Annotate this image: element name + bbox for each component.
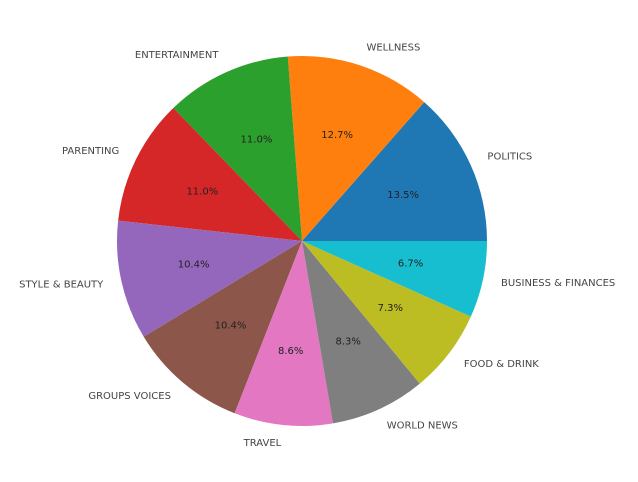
pie-slice-1 — [287, 56, 425, 241]
pie-slice-5 — [143, 241, 302, 414]
percent-label: 13.5% — [387, 190, 419, 201]
percent-label: 12.7% — [321, 130, 353, 141]
category-label: BUSINESS & FINANCES — [501, 278, 615, 289]
category-labels: POLITICS WELLNESS ENTERTAINMENT PARENTING ST… — [19, 42, 615, 448]
pie-slice-4 — [117, 220, 303, 337]
percent-labels: 13.5% 12.7% 11.0% 11.0% 10.4% 10.4% 8.6% 8.3% 7.… — [178, 130, 424, 357]
percent-label: 11.0% — [241, 134, 273, 145]
category-label: GROUPS VOICES — [88, 391, 171, 402]
pie-slice-8 — [302, 241, 471, 384]
pie-slice-2 — [173, 56, 302, 241]
pie-slice-7 — [302, 241, 420, 424]
pie-slices — [117, 56, 487, 427]
pie-slice-3 — [118, 108, 303, 241]
pie-slice-6 — [234, 241, 333, 427]
percent-label: 7.3% — [378, 303, 403, 314]
percent-label: 10.4% — [178, 259, 210, 270]
category-label: WELLNESS — [366, 42, 420, 53]
percent-label: 8.6% — [278, 346, 303, 357]
percent-label: 11.0% — [186, 187, 218, 198]
percent-label: 10.4% — [215, 320, 247, 331]
category-label: POLITICS — [487, 152, 532, 163]
category-label: WORLD NEWS — [387, 421, 458, 432]
category-label: ENTERTAINMENT — [135, 50, 219, 61]
percent-label: 8.3% — [335, 336, 360, 347]
category-label: FOOD & DRINK — [464, 359, 539, 370]
pie-slice-9 — [302, 241, 487, 317]
percent-label: 6.7% — [398, 259, 423, 270]
category-label: STYLE & BEAUTY — [19, 279, 104, 290]
category-label: PARENTING — [62, 146, 119, 157]
category-label: TRAVEL — [243, 438, 282, 449]
pie-slice-0 — [302, 102, 487, 241]
